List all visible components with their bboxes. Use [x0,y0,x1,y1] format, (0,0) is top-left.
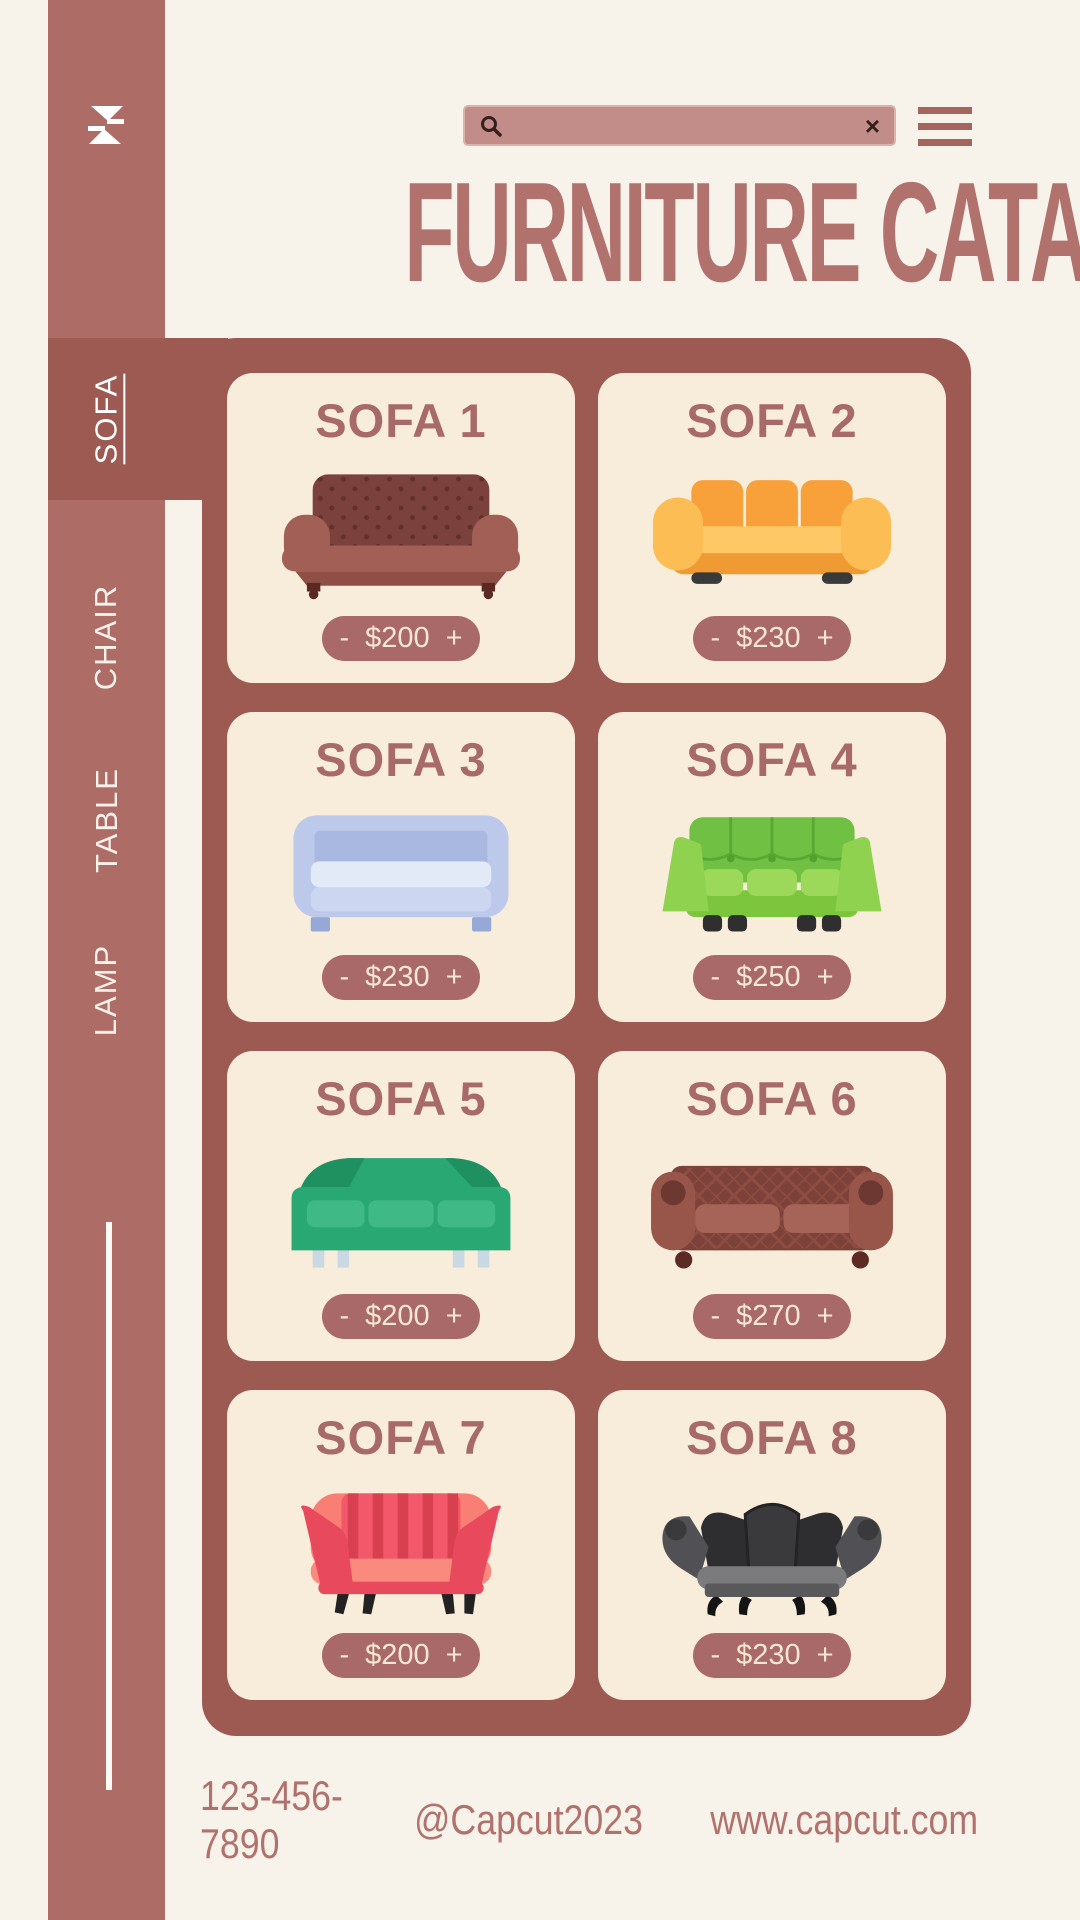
catalog-panel: SOFA 1 - [202,338,971,1736]
decrease-button[interactable]: - [710,1639,721,1671]
increase-button[interactable]: + [445,1300,463,1332]
sofa-1-illustration [281,474,521,600]
sofa-3-illustration [293,815,509,932]
increase-button[interactable]: + [816,1300,834,1332]
footer: 123-456-7890 @Capcut2023 www.capcut.com [200,1772,978,1868]
product-card-sofa-1[interactable]: SOFA 1 - [227,373,575,683]
menu-button[interactable] [918,107,972,147]
product-name: SOFA 6 [686,1072,858,1125]
sofa-5-illustration [291,1158,511,1268]
decrease-button[interactable]: - [339,1300,350,1332]
product-name: SOFA 3 [315,733,487,786]
page-title: FURNITURE CATALOG [404,153,1080,312]
decrease-button[interactable]: - [710,1300,721,1332]
product-card-sofa-7[interactable]: SOFA 7 - $200 + [227,1390,575,1700]
sidebar-tab-sofa-label: SOFA [88,373,124,465]
sidebar-item-lamp-label: LAMP [88,943,124,1037]
price-stepper: - $230 + [693,616,851,661]
decrease-button[interactable]: - [339,961,350,993]
product-card-sofa-3[interactable]: SOFA 3 - $230 + [227,712,575,1022]
price-stepper: - $200 + [322,1633,480,1678]
search-icon [481,115,502,137]
increase-button[interactable]: + [445,961,463,993]
price-label: $200 [365,622,430,654]
increase-button[interactable]: + [816,961,834,993]
decrease-button[interactable]: - [710,622,721,654]
price-label: $270 [736,1300,801,1332]
decrease-button[interactable]: - [710,961,721,993]
product-name: SOFA 5 [315,1072,487,1125]
footer-phone: 123-456-7890 [200,1772,343,1867]
sofa-2-illustration [652,480,892,584]
product-name: SOFA 4 [686,733,858,786]
product-name: SOFA 8 [686,1411,858,1464]
price-label: $230 [736,622,801,654]
price-stepper: - $200 + [322,1294,480,1339]
product-card-sofa-8[interactable]: SOFA 8 - $230 + [598,1390,946,1700]
product-name: SOFA 2 [686,394,858,447]
sofa-7-illustration [301,1493,501,1615]
increase-button[interactable]: + [445,622,463,654]
search-bar[interactable]: × [463,105,896,146]
hamburger-bar [918,139,972,146]
increase-button[interactable]: + [816,1639,834,1671]
product-name: SOFA 1 [315,394,487,447]
hamburger-bar [918,123,972,130]
price-stepper: - $250 + [693,955,851,1000]
hamburger-bar [918,107,972,114]
sidebar-item-chair[interactable]: CHAIR [48,557,165,717]
product-name: SOFA 7 [315,1411,487,1464]
sidebar-tab-sofa[interactable]: SOFA [48,338,228,500]
price-label: $230 [365,961,430,993]
search-clear-icon[interactable]: × [864,110,880,141]
product-card-sofa-2[interactable]: SOFA 2 - $230 + [598,373,946,683]
sidebar-item-table[interactable]: TABLE [48,740,165,900]
price-label: $200 [365,1639,430,1671]
price-label: $230 [736,1639,801,1671]
sofa-8-illustration [662,1502,882,1617]
price-stepper: - $270 + [693,1294,851,1339]
increase-button[interactable]: + [445,1639,463,1671]
price-stepper: - $230 + [322,955,480,1000]
product-card-sofa-6[interactable]: SOFA 6 - $270 [598,1051,946,1361]
product-card-sofa-4[interactable]: SOFA 4 [598,712,946,1022]
sidebar-item-lamp[interactable]: LAMP [48,910,165,1070]
sidebar-divider-line [106,1222,112,1790]
price-stepper: - $230 + [693,1633,851,1678]
increase-button[interactable]: + [816,622,834,654]
decrease-button[interactable]: - [339,622,350,654]
sofa-4-illustration [662,817,882,932]
sidebar-item-chair-label: CHAIR [88,583,124,691]
page-title-wrap: FURNITURE CATALOG [95,162,1080,304]
sidebar-item-table-label: TABLE [88,767,124,873]
price-label: $200 [365,1300,430,1332]
price-stepper: - $200 + [322,616,480,661]
price-label: $250 [736,961,801,993]
product-card-sofa-5[interactable]: SOFA 5 - $200 + [227,1051,575,1361]
footer-website: www.capcut.com [710,1796,978,1843]
decrease-button[interactable]: - [339,1639,350,1671]
search-input[interactable] [513,111,865,140]
sofa-6-illustration [651,1165,893,1269]
footer-handle: @Capcut2023 [413,1796,643,1843]
capcut-logo-icon [88,106,124,144]
